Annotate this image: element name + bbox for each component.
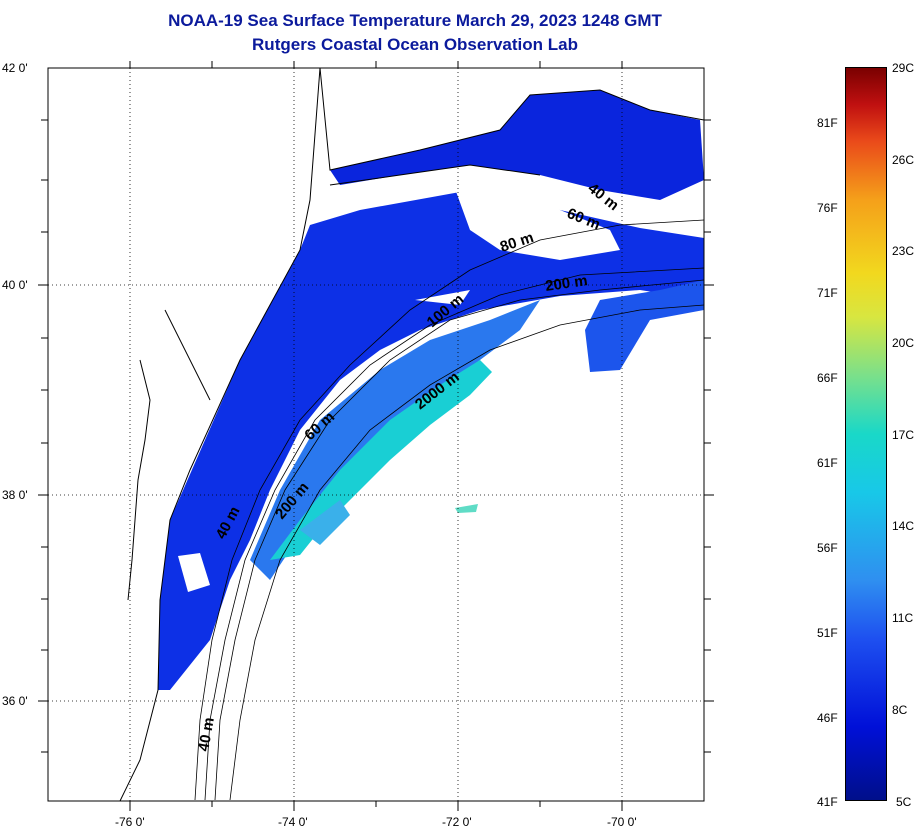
sst-north-patch [330,90,704,200]
isobath-label: 200 m [544,272,588,295]
colorbar-c-label: 14C [892,519,915,533]
map-subtitle: Rutgers Coastal Ocean Observation Lab [252,35,578,54]
cloud-gap [178,553,210,592]
colorbar-c-label: 29C [892,61,915,75]
lon-label: -72 0' [442,815,472,829]
colorbar-f-label: 46F [817,711,838,725]
colorbar-c-label: 5C [896,795,912,809]
isobath-label: 40 m [195,716,218,753]
colorbar-c-label: 11C [892,611,914,625]
isobath-line [204,267,704,801]
lat-label: 36 0' [2,694,28,708]
sst-slope-water [270,360,492,560]
sst-shelf-water [158,192,704,690]
colorbar-c-label: 26C [892,153,915,167]
land-new-england [319,68,704,171]
colorbar-f-label: 56F [817,541,838,555]
colorbar-f-label: 41F [817,795,838,809]
delaware-bay [164,309,211,401]
isobath-line [229,304,704,801]
lat-label: 38 0' [2,488,28,502]
colorbar-c-label: 8C [892,703,908,717]
lon-label: -74 0' [278,815,308,829]
lon-label: -70 0' [607,815,637,829]
sst-small-patch [455,504,478,513]
lat-label: 40 0' [2,278,28,292]
cloud-gap [415,290,470,305]
map-title: NOAA-19 Sea Surface Temperature March 29… [168,11,662,30]
land-mainland [48,68,321,801]
chesapeake-bay [127,359,151,601]
colorbar-f-label: 51F [817,626,838,640]
temperature-colorbar [845,67,887,801]
lat-label: 42 0' [2,61,28,75]
colorbar-f-label: 81F [817,116,838,130]
sst-slope-water-south [300,500,350,545]
long-island [329,164,541,186]
sst-east-patch [585,280,704,372]
colorbar-c-label: 23C [892,244,915,258]
colorbar-f-label: 66F [817,371,838,385]
lon-label: -76 0' [115,815,145,829]
isobath-line [214,279,704,801]
colorbar-f-label: 71F [817,286,838,300]
cloud-gap [450,175,620,260]
isobath-line [194,219,704,801]
colorbar-f-label: 61F [817,456,838,470]
colorbar-c-label: 17C [892,428,915,442]
colorbar-f-label: 76F [817,201,838,215]
colorbar-c-label: 20C [892,336,915,350]
